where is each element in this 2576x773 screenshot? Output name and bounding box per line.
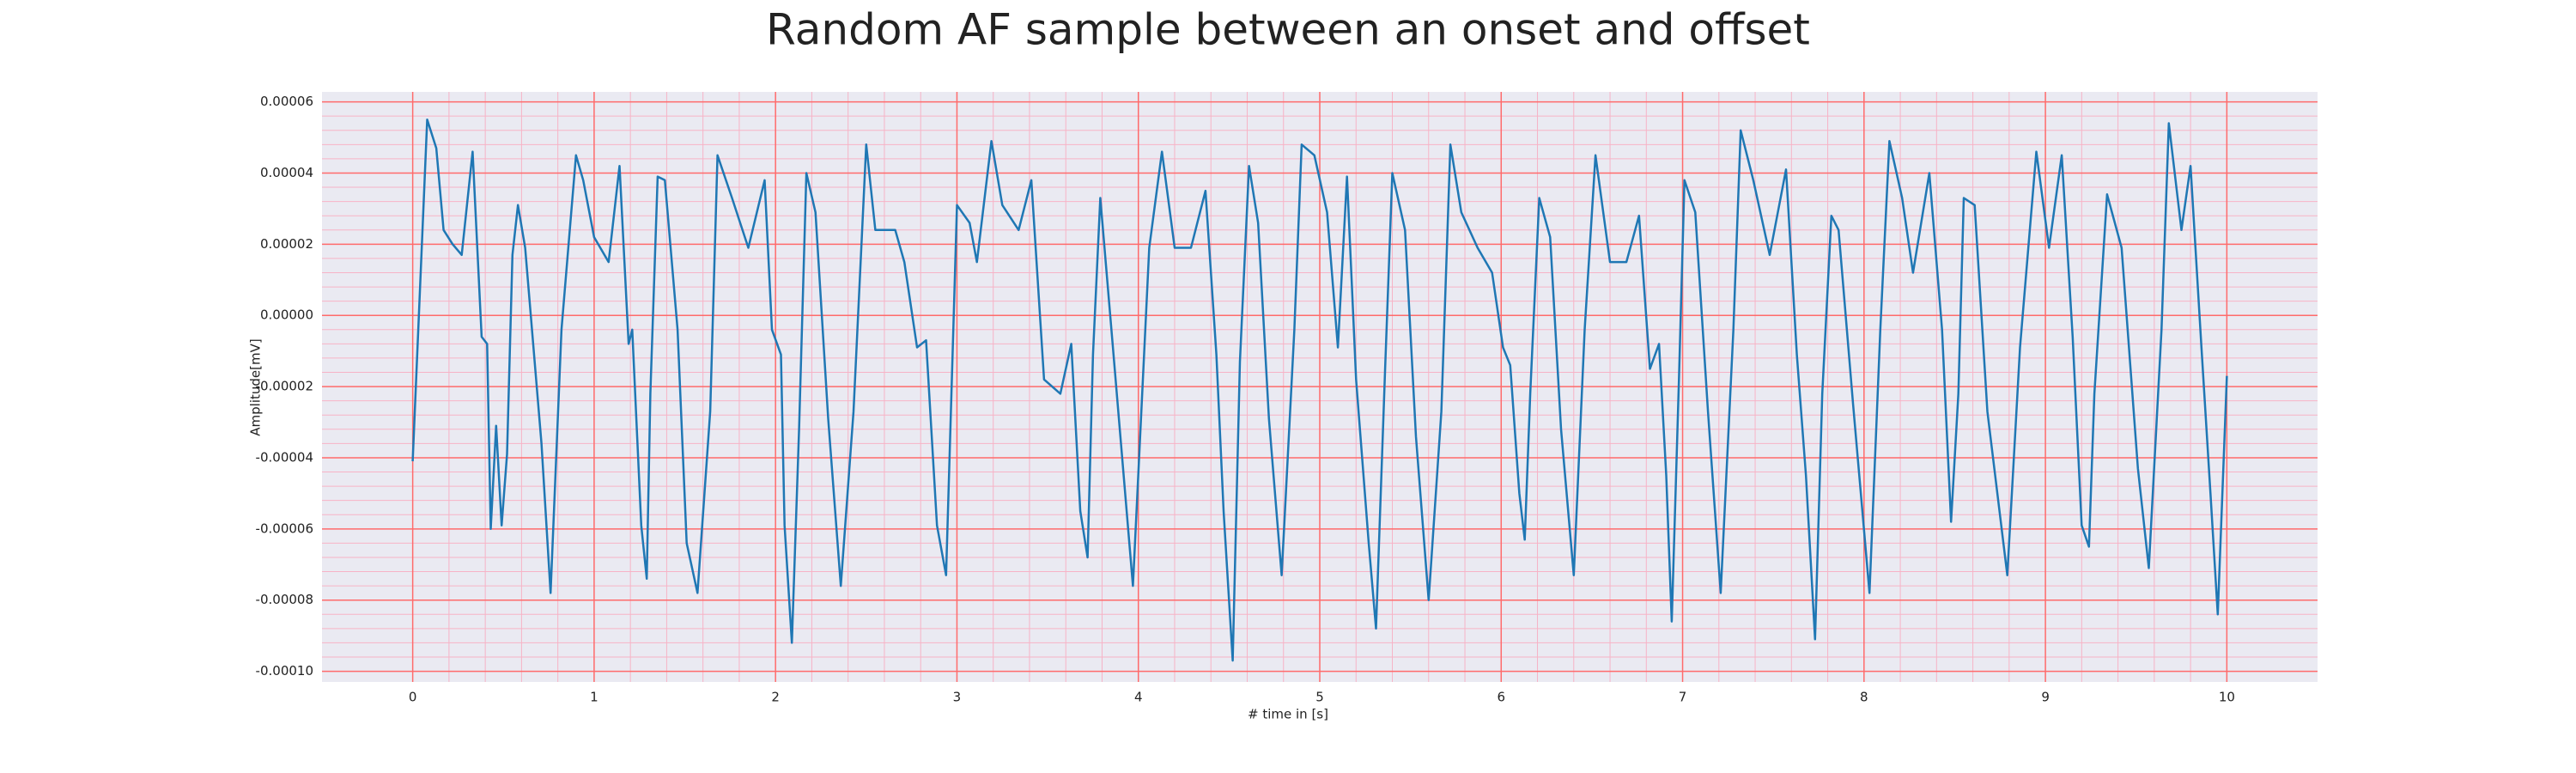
x-tick-label: 5: [1315, 690, 1324, 705]
y-tick-label: -0.00004: [256, 449, 313, 465]
x-tick-label: 6: [1497, 690, 1505, 705]
y-axis-label: Amplitude[mV]: [248, 338, 264, 435]
signal-line: [411, 119, 2228, 662]
y-tick-label: -0.00006: [256, 520, 313, 536]
y-tick-label: -0.00008: [256, 592, 313, 607]
x-tick-label: 4: [1134, 690, 1143, 705]
x-tick-label: 2: [771, 690, 780, 705]
x-tick-label: 8: [1860, 690, 1868, 705]
x-tick-label: 9: [2041, 690, 2050, 705]
y-tick-label: 0.00004: [260, 165, 313, 180]
x-tick-label: 3: [953, 690, 962, 705]
y-tick-label: -0.00010: [256, 663, 313, 679]
chart-title: Random AF sample between an onset and of…: [766, 5, 1810, 55]
x-tick-label: 1: [590, 690, 598, 705]
x-tick-label: 7: [1679, 690, 1687, 705]
y-tick-label: 0.00006: [260, 94, 313, 109]
y-tick-label: 0.00000: [260, 307, 313, 323]
y-tick-label: -0.00002: [256, 379, 313, 394]
x-tick-label: 0: [409, 690, 417, 705]
y-tick-label: 0.00002: [260, 236, 313, 252]
x-tick-label: 10: [2219, 690, 2235, 705]
x-axis-label: # time in [s]: [1248, 707, 1328, 722]
